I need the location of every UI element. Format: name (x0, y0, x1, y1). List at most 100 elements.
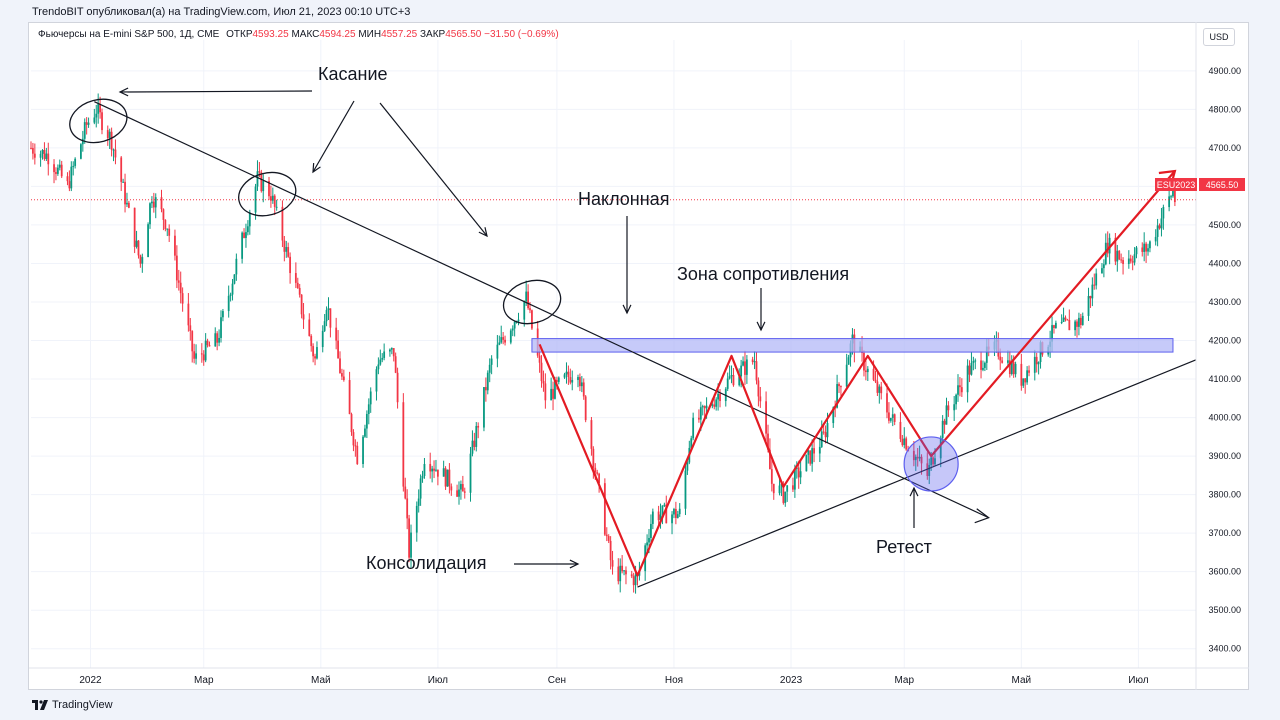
candle-body (1081, 315, 1084, 325)
candle-body (807, 450, 810, 455)
candle-body (154, 197, 157, 208)
candle-body (1014, 363, 1017, 375)
candle-body (101, 112, 103, 131)
candle-body (298, 287, 301, 295)
candle-body (663, 504, 666, 506)
candle-body (354, 445, 357, 447)
change-value: −31.50 (−0.69%) (484, 29, 559, 40)
x-tick-label: Мар (894, 675, 914, 686)
candle-body (1068, 320, 1071, 331)
candle-body (632, 576, 635, 586)
candle-body (538, 355, 541, 363)
candle-body (112, 149, 115, 151)
candle-body (713, 404, 716, 407)
candle-body (899, 421, 902, 439)
candle-body (68, 181, 71, 189)
candle-body (227, 295, 230, 312)
candle-body (329, 308, 332, 328)
candle-body (840, 386, 842, 388)
candle-body (415, 505, 418, 533)
currency-button[interactable]: USD (1203, 28, 1235, 46)
candle-body (208, 345, 211, 347)
candle-body (745, 359, 748, 375)
candle-body (390, 348, 393, 350)
candle-body (1093, 284, 1096, 286)
candle-body (461, 484, 464, 492)
candle-body (571, 379, 574, 383)
candle-body (719, 393, 721, 402)
touch-arrow-left (119, 90, 313, 93)
time-axis[interactable]: 2022 Мар Май Июл Сен Ноя 2023 Мар Май Июл (29, 667, 1249, 686)
candle-body (85, 122, 88, 125)
candle-body (275, 206, 278, 208)
candle-body (797, 467, 800, 478)
candle-body (878, 386, 881, 393)
candle-body (55, 172, 57, 174)
candle-body (1172, 189, 1174, 197)
candle-body (665, 504, 668, 524)
x-tick-label: Июл (1128, 675, 1148, 686)
candle-body (335, 327, 338, 341)
y-tick-label: 4500.00 (1208, 220, 1241, 230)
chart-frame (28, 22, 1249, 690)
price-tag (1199, 178, 1245, 191)
candle-body (889, 417, 892, 421)
candle-body (903, 438, 906, 446)
candle-body (742, 361, 744, 366)
candle-body (582, 382, 585, 397)
candle-body (47, 153, 50, 165)
candle-body (256, 171, 259, 187)
candle-body (444, 468, 447, 487)
candle-body (408, 518, 410, 558)
candle-body (133, 207, 136, 247)
candle-body (177, 280, 180, 283)
candle-body (216, 333, 219, 343)
price-axis[interactable]: 3400.00 3500.00 3600.00 3700.00 3800.00 3900.… (1195, 22, 1241, 690)
candle-body (673, 508, 675, 515)
candle-body (1149, 241, 1151, 249)
touch-arrow-mid-head (312, 162, 321, 174)
candle-body (872, 368, 875, 380)
candle-body (66, 176, 69, 182)
candle-body (258, 171, 261, 173)
y-tick-label: 4900.00 (1208, 66, 1241, 76)
candle-body (81, 138, 84, 145)
candle-body (1062, 317, 1065, 322)
symbol-name[interactable]: Фьючерсы на E-mini S&P 500, 1Д, CME (38, 29, 220, 40)
candle-body (517, 319, 520, 322)
candle-body (703, 406, 706, 409)
candle-body (705, 405, 708, 409)
candle-body (350, 414, 353, 433)
touch-circle (502, 279, 562, 325)
candle-body (630, 574, 633, 577)
candle-body (222, 311, 224, 318)
candle-body (70, 166, 73, 189)
y-tick-label: 3700.00 (1208, 528, 1241, 538)
open-value: 4593.25 (252, 29, 289, 40)
candle-body (475, 425, 478, 447)
y-tick-label: 4700.00 (1208, 143, 1241, 153)
candle-body (1162, 207, 1165, 219)
y-tick-label: 4100.00 (1208, 374, 1241, 384)
candle-body (229, 294, 232, 296)
candle-body (110, 131, 113, 150)
candle-body (135, 240, 138, 247)
candle-body (302, 314, 305, 320)
candle-body (1053, 325, 1055, 328)
candle-body (795, 467, 798, 469)
candle-body (484, 387, 487, 391)
candle-body (1168, 196, 1171, 208)
candle-body (970, 362, 973, 375)
candle-body (943, 420, 946, 425)
candle-body (744, 361, 746, 375)
x-tick-label: Июл (428, 675, 448, 686)
candle-body (310, 335, 313, 347)
candle-body (699, 407, 702, 420)
candle-body (531, 310, 533, 329)
candle-body (557, 377, 560, 382)
candle-body (590, 420, 593, 449)
candle-body (106, 130, 109, 138)
candle-body (490, 358, 493, 365)
candle-body (436, 469, 439, 477)
